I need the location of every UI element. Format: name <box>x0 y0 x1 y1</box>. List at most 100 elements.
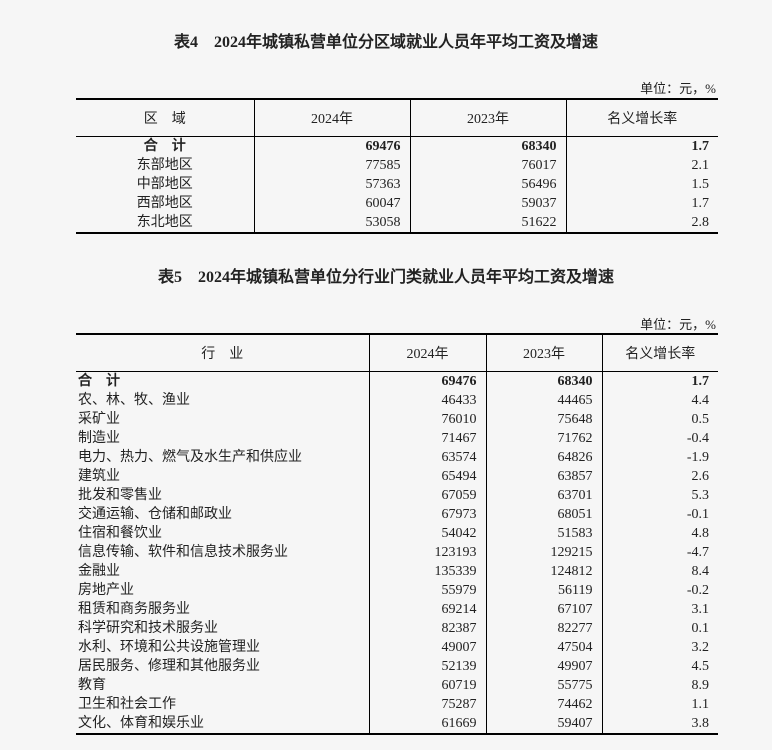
cell-value: 8.4 <box>601 562 718 581</box>
table5: 行 业 2024年 2023年 名义增长率 合 计 69476 68340 1.7 农、林、牧… <box>76 333 718 735</box>
table-row: 住宿和餐饮业 54042 51583 4.8 <box>76 524 718 543</box>
cell-value: 1.7 <box>565 136 718 156</box>
table-row: 教育 60719 55775 8.9 <box>76 676 718 695</box>
row-label: 制造业 <box>78 431 120 446</box>
cell-value: 63574 <box>368 448 486 467</box>
cell-value: 129215 <box>485 543 602 562</box>
row-label: 东北地区 <box>76 213 254 234</box>
cell-value: 51583 <box>485 524 602 543</box>
table-row: 建筑业 65494 63857 2.6 <box>76 467 718 486</box>
cell-value: 123193 <box>368 543 486 562</box>
table-row: 信息传输、软件和信息技术服务业 123193 129215 -4.7 <box>76 543 718 562</box>
row-label: 中部地区 <box>136 177 193 192</box>
cell-value: 46433 <box>368 391 486 410</box>
cell-value: 3.8 <box>601 714 718 735</box>
table-row: 农、林、牧、渔业 46433 44465 4.4 <box>76 391 718 410</box>
cell-value: 44465 <box>485 391 602 410</box>
table-row: 西部地区 60047 59037 1.7 <box>76 194 718 213</box>
cell-value: 51622 <box>409 213 566 234</box>
total-row: 合 计 69476 68340 1.7 <box>76 136 718 156</box>
cell-value: 69476 <box>253 136 410 156</box>
row-label: 建筑业 <box>78 469 120 484</box>
cell-value: 69214 <box>368 600 486 619</box>
cell-value: -0.1 <box>601 505 718 524</box>
row-label: 电力、热力、燃气及水生产和供应业 <box>78 450 302 465</box>
table-row: 电力、热力、燃气及水生产和供应业 63574 64826 -1.9 <box>76 448 718 467</box>
table4-title: 表4 2024年城镇私营单位分区域就业人员年平均工资及增速 <box>173 34 598 51</box>
table-row: 卫生和社会工作 75287 74462 1.1 <box>76 695 718 714</box>
cell-value: 4.8 <box>601 524 718 543</box>
cell-value: 5.3 <box>601 486 718 505</box>
cell-value: 60719 <box>368 676 486 695</box>
table-row: 水利、环境和公共设施管理业 49007 47504 3.2 <box>76 638 718 657</box>
row-label: 东部地区 <box>136 158 193 173</box>
row-label: 住宿和餐饮业 <box>78 526 162 541</box>
cell-value: 75648 <box>485 410 602 429</box>
table-row: 中部地区 57363 56496 1.5 <box>76 175 718 194</box>
row-label: 采矿业 <box>78 412 120 427</box>
cell-value: 63857 <box>485 467 602 486</box>
total-row: 合 计 69476 68340 1.7 <box>76 371 718 391</box>
cell-value: 124812 <box>485 562 602 581</box>
cell-value: 77585 <box>253 156 410 175</box>
cell-value: 67973 <box>368 505 486 524</box>
table-row: 文化、体育和娱乐业 61669 59407 3.8 <box>76 714 718 735</box>
cell-value: 69476 <box>368 371 486 391</box>
cell-value: 52139 <box>368 657 486 676</box>
table-row: 金融业 135339 124812 8.4 <box>76 562 718 581</box>
cell-value: 55775 <box>485 676 602 695</box>
row-label: 居民服务、修理和其他服务业 <box>78 659 260 674</box>
table4-unit: 单位：元，% <box>640 81 716 96</box>
table-row: 科学研究和技术服务业 82387 82277 0.1 <box>76 619 718 638</box>
cell-value: 2.6 <box>601 467 718 486</box>
cell-value: 63701 <box>485 486 602 505</box>
cell-value: 56496 <box>409 175 566 194</box>
cell-value: 3.2 <box>601 638 718 657</box>
cell-value: 67107 <box>485 600 602 619</box>
cell-value: 76017 <box>409 156 566 175</box>
cell-value: 64826 <box>485 448 602 467</box>
cell-value: 0.5 <box>601 410 718 429</box>
row-label: 金融业 <box>78 564 120 579</box>
cell-value: 49907 <box>485 657 602 676</box>
cell-value: 1.7 <box>601 371 718 391</box>
table-row: 制造业 71467 71762 -0.4 <box>76 429 718 448</box>
cell-value: 1.5 <box>565 175 718 194</box>
table-row: 租赁和商务服务业 69214 67107 3.1 <box>76 600 718 619</box>
cell-value: 82387 <box>368 619 486 638</box>
cell-value: 76010 <box>368 410 486 429</box>
cell-value: 67059 <box>368 486 486 505</box>
cell-value: 59037 <box>409 194 566 213</box>
cell-value: 65494 <box>368 467 486 486</box>
cell-value: 75287 <box>368 695 486 714</box>
table-row: 采矿业 76010 75648 0.5 <box>76 410 718 429</box>
table-row: 房地产业 55979 56119 -0.2 <box>76 581 718 600</box>
cell-value: 71762 <box>485 429 602 448</box>
cell-value: 1.1 <box>601 695 718 714</box>
cell-value: 61669 <box>368 714 486 735</box>
cell-value: -0.4 <box>601 429 718 448</box>
cell-value: 135339 <box>368 562 486 581</box>
cell-value: 68051 <box>485 505 602 524</box>
row-label: 批发和零售业 <box>78 488 162 503</box>
column-header: 2023年 <box>485 333 602 372</box>
cell-value: 2.1 <box>565 156 718 175</box>
row-label: 科学研究和技术服务业 <box>78 621 218 636</box>
cell-value: 60047 <box>253 194 410 213</box>
cell-value: 68340 <box>409 136 566 156</box>
cell-value: 4.5 <box>601 657 718 676</box>
cell-value: 49007 <box>368 638 486 657</box>
cell-value: 59407 <box>485 714 602 735</box>
column-header: 名义增长率 <box>565 98 718 137</box>
cell-value: 68340 <box>485 371 602 391</box>
cell-value: 57363 <box>253 175 410 194</box>
row-label: 房地产业 <box>78 583 134 598</box>
cell-value: -0.2 <box>601 581 718 600</box>
column-header: 2024年 <box>368 333 486 372</box>
cell-value: 3.1 <box>601 600 718 619</box>
row-label: 交通运输、仓储和邮政业 <box>78 507 232 522</box>
cell-value: 0.1 <box>601 619 718 638</box>
table5-title: 表5 2024年城镇私营单位分行业门类就业人员年平均工资及增速 <box>157 269 614 286</box>
cell-value: 8.9 <box>601 676 718 695</box>
cell-value: 54042 <box>368 524 486 543</box>
